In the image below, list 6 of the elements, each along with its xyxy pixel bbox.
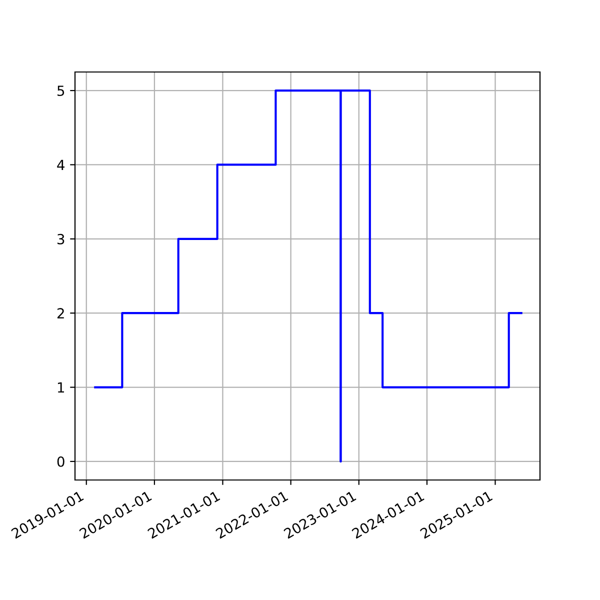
y-tick-label: 4 [57, 160, 64, 170]
y-tick-label: 1 [58, 382, 64, 393]
y-tick-label: 3 [58, 234, 64, 244]
y-tick-label: 5 [58, 86, 64, 96]
y-tick-label: 2 [57, 308, 64, 318]
y-tick-label: 0 [57, 456, 64, 467]
